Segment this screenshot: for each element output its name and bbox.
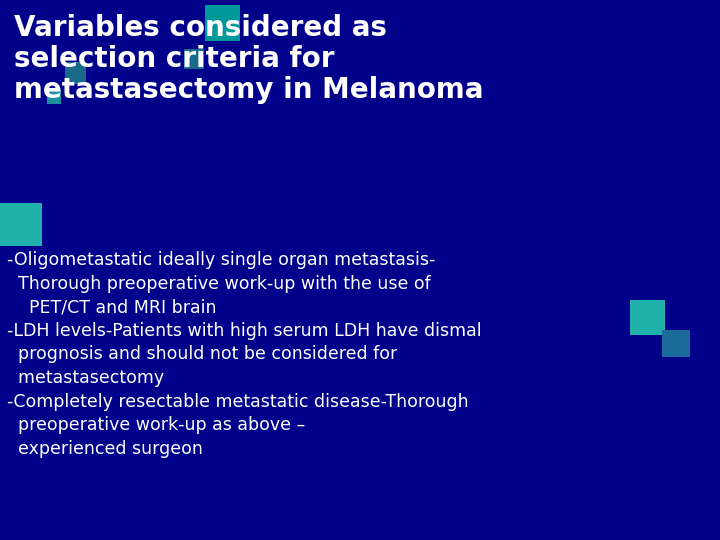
Bar	[47, 90, 61, 104]
Text: Variables considered as
selection criteria for
metastasectomy in Melanoma: Variables considered as selection criter…	[14, 14, 484, 104]
Text: -Oligometastatic ideally single organ metastasis-
  Thorough preoperative work-u: -Oligometastatic ideally single organ me…	[7, 251, 482, 458]
Bar	[662, 330, 690, 357]
Bar	[0, 202, 42, 246]
Bar	[65, 62, 86, 84]
Bar	[184, 49, 204, 69]
Bar	[630, 300, 665, 335]
Bar	[205, 5, 240, 40]
